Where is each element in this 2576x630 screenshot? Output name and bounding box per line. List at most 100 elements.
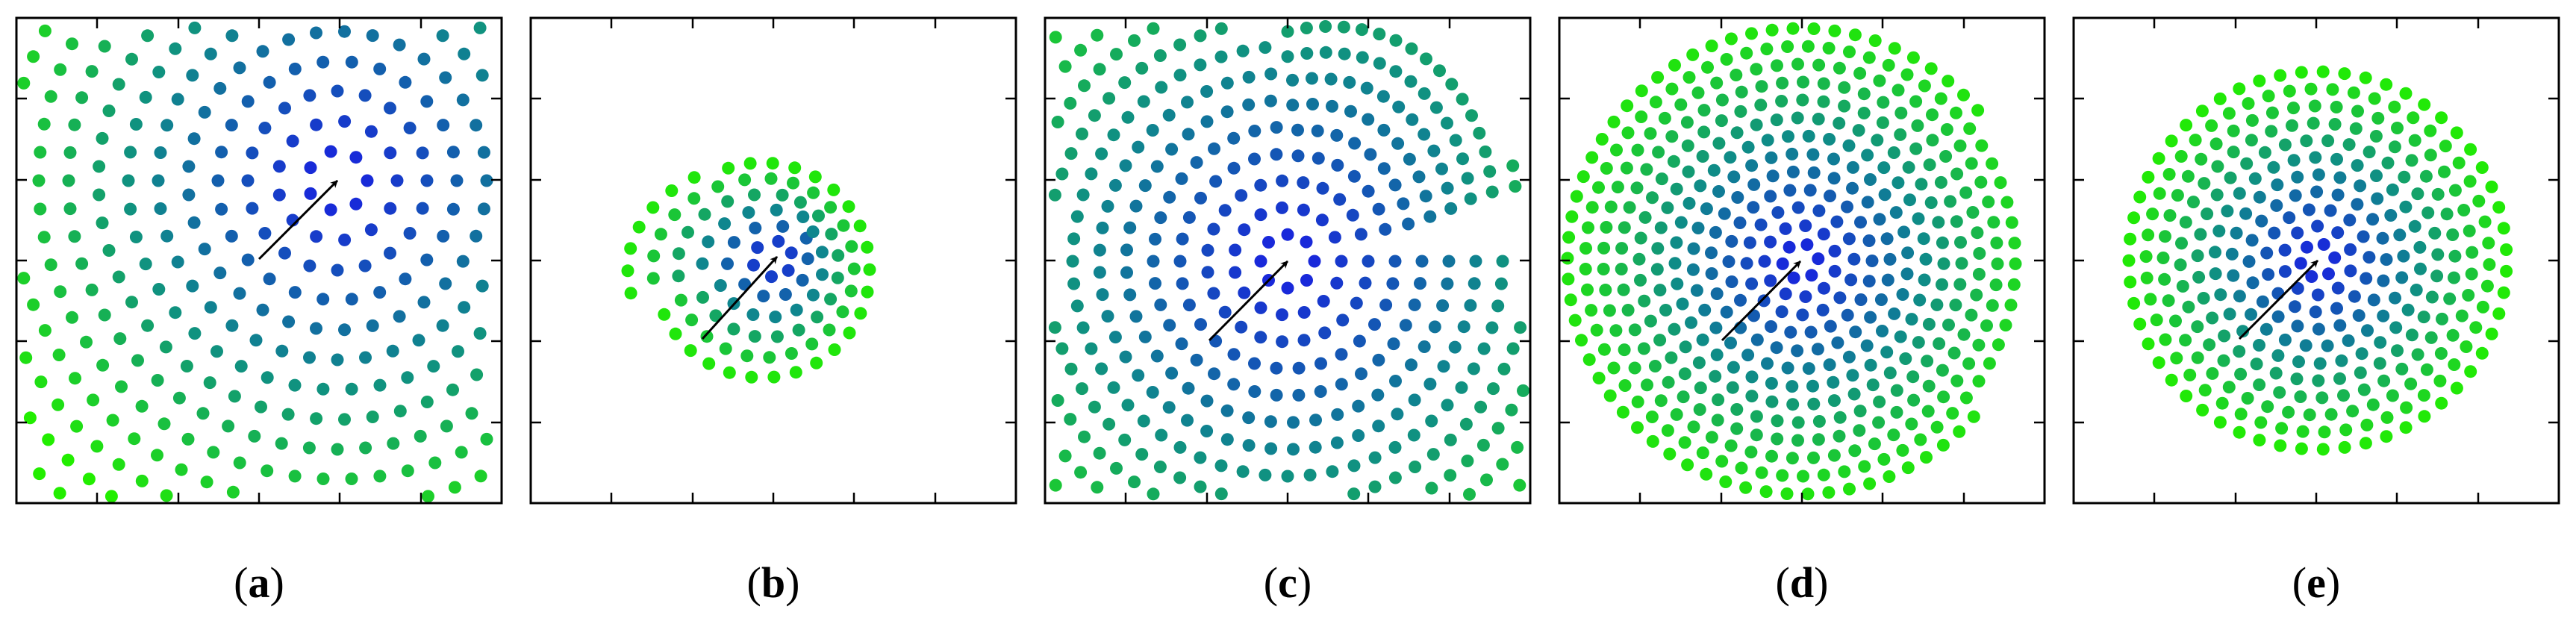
panel-c-dot	[1420, 52, 1432, 66]
panel-e-dot	[2195, 105, 2209, 118]
panel-e-dot	[2222, 381, 2236, 394]
panel-d-dot	[1747, 201, 1760, 214]
panel-c-dot	[1208, 367, 1220, 381]
panel-c-dot	[1121, 399, 1135, 412]
panel-e-dot	[2191, 249, 2204, 263]
panel-d-dot	[1912, 336, 1925, 349]
panel-d-dot	[1888, 307, 1901, 320]
panel-e-dot	[2360, 418, 2374, 431]
panel-d-dot	[1725, 275, 1738, 288]
panel-e-dot	[2485, 180, 2498, 193]
panel-e-dot	[2295, 442, 2308, 455]
panel-e-dot	[2472, 194, 2486, 208]
panel-a-dot	[61, 453, 75, 467]
panel-e-dot	[2439, 140, 2452, 153]
panel-c-dot	[1386, 277, 1400, 290]
panel-d-dot	[1764, 190, 1777, 203]
panel-e-dot	[2245, 113, 2259, 127]
panel-b-dot	[674, 293, 687, 307]
panel-e-dot	[2197, 292, 2210, 305]
panel-b-dot	[807, 186, 820, 199]
panel-d-dot	[1585, 304, 1598, 317]
panel-d-dot	[1740, 46, 1753, 60]
panel-d-dot	[1909, 95, 1923, 108]
panel-a-dot	[234, 360, 248, 373]
panel-a-dot	[122, 174, 135, 187]
panel-d-dot	[1833, 411, 1847, 424]
panel-a-dot	[32, 174, 46, 187]
panel-c-dot	[1173, 440, 1187, 454]
panel-b-dot	[624, 287, 637, 300]
panel-d-dot	[1658, 111, 1671, 125]
panel-e-dot	[2335, 354, 2348, 367]
panel-c-dot	[1286, 99, 1300, 112]
panel-e-dot	[2303, 408, 2316, 422]
panel-c-dot	[1218, 204, 1232, 217]
panel-a-dot	[288, 470, 302, 483]
panel-c-dot	[1348, 137, 1362, 150]
panel-a-arrow	[258, 179, 339, 261]
panel-c-dot	[1496, 458, 1509, 471]
panel-c-dot	[1276, 201, 1288, 214]
panel-b-dot	[801, 252, 814, 266]
panel-a-dot	[225, 119, 238, 132]
panel-e-dot	[2234, 367, 2248, 381]
panel-c-dot	[1200, 425, 1214, 437]
panel-c-dot	[1254, 255, 1267, 268]
panel-c-dot	[1173, 471, 1187, 484]
panel-d-dot	[1784, 325, 1797, 339]
panel-a-dot	[338, 115, 352, 128]
panel-d-dot	[1877, 452, 1891, 466]
panel-d-dot	[1630, 181, 1644, 195]
panel-c-dot	[1362, 113, 1375, 126]
panel-d-dot	[1918, 273, 1931, 287]
panel-a-dot	[44, 90, 57, 103]
panel-a-dot	[288, 378, 302, 392]
panel-d-dot	[1972, 267, 1986, 281]
panel-b-dot	[748, 188, 761, 202]
panel-d-dot	[1741, 140, 1755, 154]
panel-b-dot	[805, 337, 819, 351]
panel-e-dot	[2324, 408, 2338, 421]
panel-c-dot	[1461, 172, 1474, 185]
panel-e-dot	[2162, 168, 2176, 181]
panel-a-dot	[261, 371, 274, 384]
panel-d-dot	[1971, 104, 1985, 117]
panel-d-dot	[1946, 407, 1959, 420]
panel-d-dot	[1616, 405, 1630, 419]
panel-a-dot	[54, 63, 67, 76]
panel-d-dot	[1861, 196, 1874, 209]
panel-e-dot	[2421, 206, 2435, 219]
panel-d-dot	[1765, 151, 1778, 164]
panel-d-arrow	[1721, 260, 1802, 342]
panel-a-dot	[263, 75, 276, 89]
panel-a-dot	[384, 146, 397, 160]
panel-e-dot	[2317, 238, 2330, 251]
panel-c-dot	[1153, 461, 1167, 473]
panel-a-dot	[338, 413, 351, 426]
panel-e-dot	[2425, 290, 2439, 304]
panel-c-dot	[1291, 123, 1304, 137]
panel-c-dot	[1176, 232, 1189, 246]
panel-c-dot	[1291, 149, 1305, 163]
panel-b-dot	[827, 183, 841, 196]
panel-d-dot	[1725, 234, 1738, 248]
panel-c-dot	[1436, 299, 1450, 312]
panel-e-dot	[2233, 345, 2246, 358]
panel-e-dot	[2359, 437, 2372, 450]
panel-d-dot	[1838, 465, 1851, 478]
panel-c-dot	[1264, 67, 1278, 81]
panel-d-dot	[1959, 186, 1973, 199]
panel-d-dot	[1989, 278, 2003, 292]
panel-b-dot	[647, 249, 661, 263]
panel-a-dot	[373, 378, 387, 392]
panel-c-dot	[1399, 319, 1412, 332]
panel-c-dot	[1506, 159, 1520, 172]
panel-d-dot	[1682, 196, 1696, 210]
panel-d-dot	[1883, 470, 1896, 483]
panel-d-dot	[1906, 51, 1920, 64]
panel-d-dot	[1923, 158, 1936, 172]
panel-d-dot	[1947, 346, 1961, 360]
panel-d-dot	[1779, 222, 1792, 235]
